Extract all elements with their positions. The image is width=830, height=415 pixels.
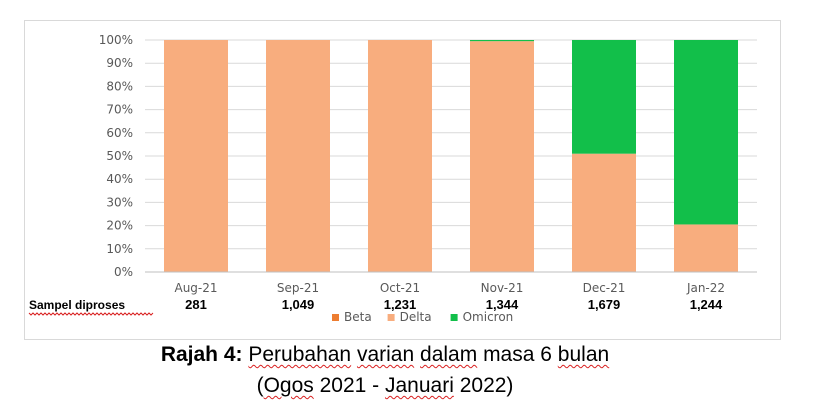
figure-caption-line-2: (Ogos 2021 - Januari 2022) [0, 374, 800, 398]
caption-word: bulan [557, 343, 610, 366]
y-tick-label: 50% [106, 149, 133, 163]
bar-segment-omicron [470, 40, 534, 42]
sample-count-label: 1,679 [588, 297, 621, 312]
legend-swatch-beta [332, 314, 339, 321]
x-tick-label: Aug-21 [174, 281, 217, 295]
x-tick-label: Nov-21 [481, 281, 524, 295]
y-tick-label: 40% [106, 172, 133, 186]
sample-count-label: 1,344 [486, 297, 519, 312]
y-tick-label: 80% [106, 79, 133, 93]
caption-paren-open: ( [256, 374, 264, 397]
bar-segment-omicron [572, 40, 636, 154]
sample-count-label: 1,231 [384, 297, 417, 312]
bar-segment-delta [572, 153, 636, 272]
bar-segment-delta [164, 40, 228, 272]
sample-count-label: 281 [185, 297, 207, 312]
bar-segment-delta [266, 40, 330, 272]
y-tick-label: 0% [114, 265, 133, 279]
x-tick-label: Dec-21 [583, 281, 626, 295]
caption-figure-number: Rajah 4: [160, 343, 243, 366]
sample-count-label: 1,049 [282, 297, 315, 312]
caption-word: masa [483, 343, 535, 366]
y-tick-label: 60% [106, 126, 133, 140]
sample-count-label: 1,244 [690, 297, 723, 312]
caption-word: dalam [420, 343, 478, 366]
legend-label-delta: Delta [400, 310, 432, 324]
x-tick-label: Oct-21 [380, 281, 420, 295]
caption-year-range: 2021 - [313, 374, 385, 397]
y-tick-label: 90% [106, 56, 133, 70]
bar-segment-delta [674, 224, 738, 272]
caption-word: 6 [540, 343, 552, 366]
chart-frame [24, 20, 781, 340]
legend-swatch-omicron [450, 314, 458, 321]
figure-caption-line-1: Rajah 4: Perubahan varian dalam masa 6 b… [0, 343, 800, 367]
legend-swatch-delta [387, 314, 395, 321]
samples-row-label: Sampel diproses [29, 298, 125, 312]
y-tick-label: 10% [106, 242, 133, 256]
y-tick-label: 20% [106, 219, 133, 233]
x-tick-label: Sep-21 [277, 281, 319, 295]
caption-paren-close: 2022) [453, 374, 514, 397]
caption-word: varian [356, 343, 415, 366]
y-tick-label: 30% [106, 195, 133, 209]
y-tick-label: 100% [99, 33, 133, 47]
y-tick-label: 70% [106, 103, 133, 117]
spellcheck-squiggle [28, 312, 154, 316]
bar-segment-delta [470, 41, 534, 272]
caption-word: Perubahan [248, 343, 352, 366]
stacked-bar-chart: 0% 10% 20% 30% 40% 50% 60% 70% 80% 90% 100% Aug-21 2… [28, 33, 757, 324]
bar-segment-delta [368, 40, 432, 272]
bar-segment-omicron [674, 40, 738, 225]
caption-month-januari: Januari [384, 374, 454, 397]
legend-label-beta: Beta [344, 310, 372, 324]
legend-label-omicron: Omicron [463, 310, 514, 324]
x-tick-label: Jan-22 [686, 281, 725, 295]
caption-month-ogos: Ogos [263, 374, 314, 397]
